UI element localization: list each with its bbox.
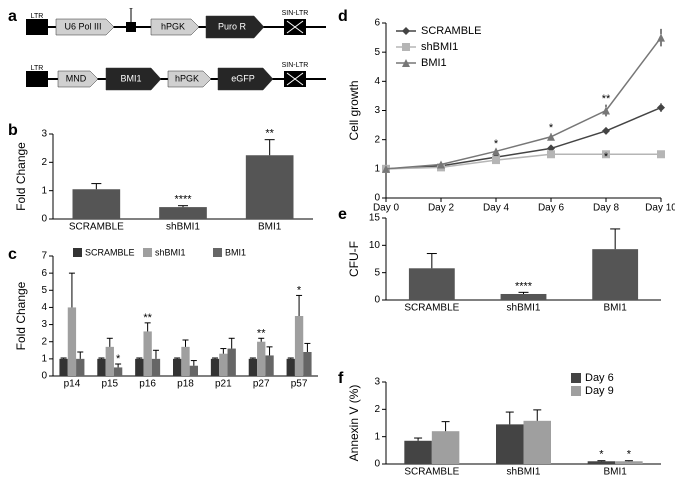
svg-text:2: 2 bbox=[374, 404, 380, 415]
svg-text:SCRAMBLE: SCRAMBLE bbox=[85, 247, 135, 257]
svg-text:Cell growth: Cell growth bbox=[347, 80, 361, 140]
svg-text:5: 5 bbox=[374, 267, 380, 278]
svg-text:p21: p21 bbox=[215, 378, 232, 389]
panel-a-label: a bbox=[8, 8, 17, 26]
svg-text:2: 2 bbox=[41, 336, 47, 347]
svg-text:hPGK: hPGK bbox=[175, 73, 199, 83]
svg-text:SCRAMBLE: SCRAMBLE bbox=[404, 302, 459, 313]
svg-text:**: ** bbox=[143, 312, 152, 324]
svg-text:1: 1 bbox=[41, 353, 47, 364]
panel-c-label: c bbox=[8, 246, 17, 264]
svg-text:3: 3 bbox=[41, 319, 47, 330]
svg-text:*: * bbox=[494, 138, 499, 150]
svg-text:*: * bbox=[297, 284, 302, 296]
svg-text:shBMI1: shBMI1 bbox=[421, 41, 458, 53]
panel-e: e 0 5 10 15 CFU-F SCRAMBLE **** shBMI1 BMI1 bbox=[338, 206, 675, 326]
bar-chart-b: 0 1 2 3 Fold Change SCRAMBLE **** shBMI1 ** BMI1 bbox=[8, 122, 328, 242]
svg-text:p16: p16 bbox=[139, 378, 156, 389]
svg-text:*: * bbox=[549, 122, 554, 134]
svg-text:Day 6: Day 6 bbox=[585, 372, 614, 384]
svg-text:Puro R: Puro R bbox=[218, 21, 247, 31]
svg-text:Fold Change: Fold Change bbox=[14, 142, 28, 211]
svg-text:1: 1 bbox=[374, 431, 380, 442]
bar-chart-c: 0 1 2 3 4 5 6 7 Fold Change p14 p15 p16 p18 p21 p27 p57… bbox=[8, 246, 328, 406]
svg-text:6: 6 bbox=[374, 18, 380, 29]
svg-text:BMI1: BMI1 bbox=[225, 247, 246, 257]
panel-c: c 0 1 2 3 4 5 6 7 Fold Change p14 p15 p16 p18 p21 p27 p… bbox=[8, 246, 328, 406]
panel-d: d 0123456Cell growthDay 0Day 2Day 4Day 6… bbox=[338, 8, 675, 233]
svg-text:p57: p57 bbox=[291, 378, 308, 389]
svg-text:****: **** bbox=[174, 194, 192, 206]
svg-text:2: 2 bbox=[41, 157, 47, 168]
svg-text:BMI1: BMI1 bbox=[258, 221, 282, 232]
svg-text:SIN-LTR: SIN-LTR bbox=[282, 10, 309, 17]
svg-text:*: * bbox=[604, 151, 609, 163]
panel-d-label: d bbox=[338, 8, 348, 26]
panel-f: f 0123Annexin V (%)SCRAMBLEshBMI1BMI1**D… bbox=[338, 370, 675, 490]
svg-text:**: ** bbox=[265, 128, 274, 140]
svg-text:BMI1: BMI1 bbox=[120, 73, 141, 83]
svg-text:4: 4 bbox=[41, 302, 47, 313]
svg-text:5: 5 bbox=[41, 285, 47, 296]
construct-diagram: LTR U6 Pol III hPGK bbox=[26, 8, 326, 118]
svg-text:4: 4 bbox=[374, 76, 380, 87]
figure-grid: a LTR U6 Pol III bbox=[8, 8, 667, 490]
svg-text:LTR: LTR bbox=[31, 13, 44, 20]
svg-text:hPGK: hPGK bbox=[161, 21, 185, 31]
svg-text:1: 1 bbox=[41, 185, 47, 196]
svg-text:Day 9: Day 9 bbox=[585, 385, 614, 397]
svg-text:5: 5 bbox=[374, 47, 380, 58]
svg-text:**: ** bbox=[257, 327, 266, 339]
panel-b: b 0 1 2 3 Fold Change SCRAMBLE **** shBMI1 ** BMI… bbox=[8, 122, 328, 242]
svg-text:**: ** bbox=[602, 93, 611, 105]
svg-text:MND: MND bbox=[66, 73, 87, 83]
svg-text:SCRAMBLE: SCRAMBLE bbox=[69, 221, 124, 232]
line-chart-d: 0123456Cell growthDay 0Day 2Day 4Day 6Da… bbox=[338, 8, 675, 233]
svg-text:BMI1: BMI1 bbox=[603, 302, 627, 313]
svg-text:shBMI1: shBMI1 bbox=[155, 247, 186, 257]
svg-text:*: * bbox=[599, 449, 604, 461]
svg-text:1: 1 bbox=[374, 163, 380, 174]
svg-text:3: 3 bbox=[374, 377, 380, 388]
svg-text:p27: p27 bbox=[253, 378, 270, 389]
svg-text:LTR: LTR bbox=[31, 65, 44, 72]
svg-text:3: 3 bbox=[374, 105, 380, 116]
panel-b-label: b bbox=[8, 122, 18, 140]
svg-text:10: 10 bbox=[369, 240, 381, 251]
svg-text:0: 0 bbox=[41, 214, 47, 225]
svg-text:SCRAMBLE: SCRAMBLE bbox=[421, 25, 482, 37]
svg-text:SCRAMBLE: SCRAMBLE bbox=[404, 466, 459, 477]
svg-text:****: **** bbox=[515, 280, 533, 292]
svg-text:p14: p14 bbox=[64, 378, 81, 389]
svg-text:6: 6 bbox=[41, 268, 47, 279]
svg-text:p15: p15 bbox=[101, 378, 118, 389]
svg-text:U6 Pol III: U6 Pol III bbox=[64, 21, 101, 31]
svg-text:eGFP: eGFP bbox=[231, 73, 255, 83]
svg-text:15: 15 bbox=[369, 213, 381, 224]
svg-text:shBMI1: shBMI1 bbox=[507, 302, 541, 313]
svg-text:shBMI1: shBMI1 bbox=[507, 466, 541, 477]
svg-text:2: 2 bbox=[374, 134, 380, 145]
svg-text:*: * bbox=[116, 353, 121, 365]
svg-text:CFU-F: CFU-F bbox=[347, 241, 361, 277]
bar-chart-e: 0 5 10 15 CFU-F SCRAMBLE **** shBMI1 BMI1 bbox=[338, 206, 675, 326]
svg-text:7: 7 bbox=[41, 251, 47, 262]
svg-text:*: * bbox=[627, 449, 632, 461]
svg-text:shBMI1: shBMI1 bbox=[166, 221, 200, 232]
panel-f-label: f bbox=[338, 370, 343, 388]
svg-text:3: 3 bbox=[41, 129, 47, 140]
bar-chart-f: 0123Annexin V (%)SCRAMBLEshBMI1BMI1**Day… bbox=[338, 370, 675, 490]
svg-text:SIN-LTR: SIN-LTR bbox=[282, 62, 309, 69]
svg-text:0: 0 bbox=[374, 295, 380, 306]
svg-text:Fold Change: Fold Change bbox=[14, 281, 28, 350]
panel-e-label: e bbox=[338, 206, 347, 224]
panel-a: a LTR U6 Pol III bbox=[8, 8, 328, 118]
svg-text:BMI1: BMI1 bbox=[421, 57, 447, 69]
svg-text:0: 0 bbox=[41, 371, 47, 382]
svg-text:0: 0 bbox=[374, 459, 380, 470]
svg-text:Annexin V (%): Annexin V (%) bbox=[347, 385, 361, 462]
svg-text:p18: p18 bbox=[177, 378, 194, 389]
svg-text:BMI1: BMI1 bbox=[603, 466, 627, 477]
